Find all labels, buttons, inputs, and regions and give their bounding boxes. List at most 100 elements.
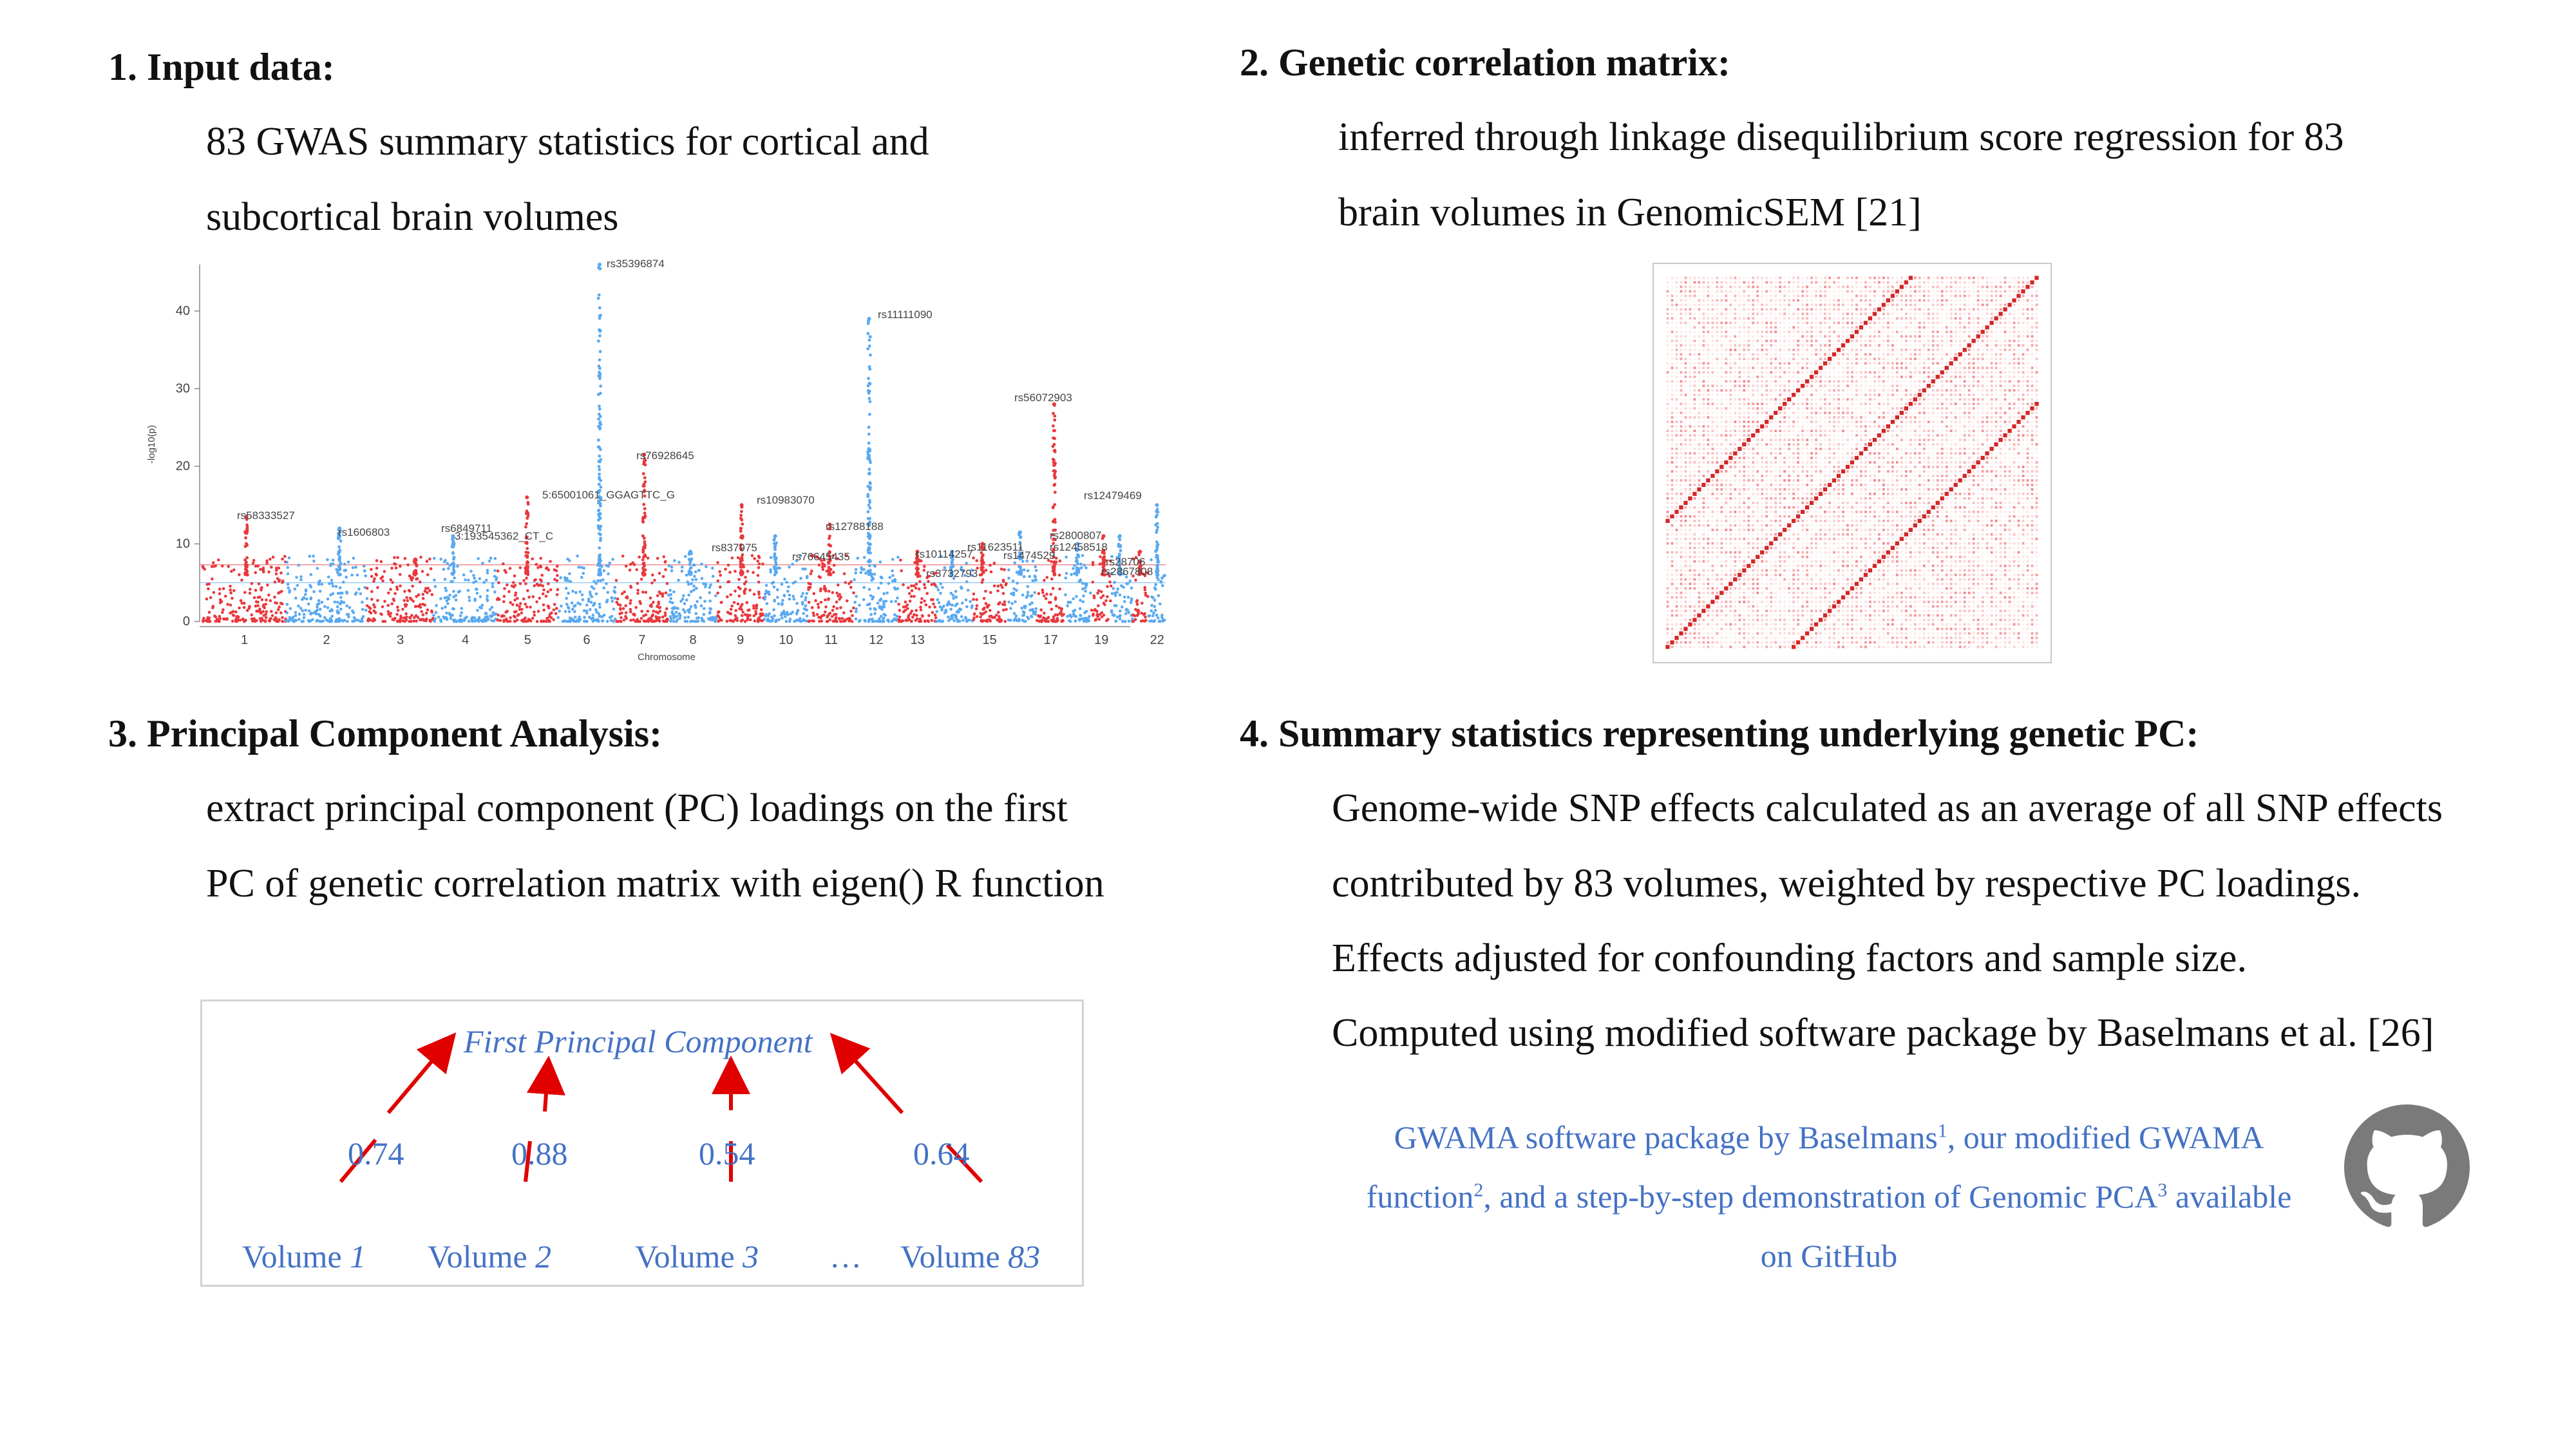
matrix-cell xyxy=(1788,285,1791,289)
manhattan-point xyxy=(473,597,477,601)
matrix-cell xyxy=(1985,330,1989,334)
manhattan-point xyxy=(317,583,321,586)
matrix-cell xyxy=(1815,281,1818,284)
manhattan-point xyxy=(1155,531,1158,535)
manhattan-point xyxy=(294,596,298,600)
manhattan-point xyxy=(365,597,369,600)
manhattan-point xyxy=(979,615,982,619)
matrix-cell xyxy=(1855,339,1858,343)
manhattan-point xyxy=(402,616,406,620)
manhattan-point xyxy=(454,594,458,597)
manhattan-point xyxy=(271,555,275,559)
matrix-cell xyxy=(1842,330,1844,334)
manhattan-point xyxy=(611,600,614,603)
matrix-cell xyxy=(1779,281,1782,284)
manhattan-points xyxy=(201,262,1166,623)
matrix-cell xyxy=(1675,335,1678,338)
manhattan-point xyxy=(777,602,781,605)
manhattan-point xyxy=(695,587,698,590)
manhattan-point xyxy=(571,589,574,593)
matrix-cell xyxy=(1922,285,1926,289)
manhattan-point xyxy=(342,580,345,584)
matrix-cell xyxy=(2003,303,2007,307)
manhattan-point xyxy=(739,513,743,517)
matrix-cell xyxy=(1815,344,1818,347)
manhattan-point xyxy=(989,570,993,574)
matrix-cell xyxy=(1994,308,1998,311)
manhattan-point xyxy=(597,562,600,565)
matrix-cell xyxy=(1842,326,1844,329)
manhattan-point xyxy=(1001,580,1005,583)
manhattan-point xyxy=(467,578,470,582)
manhattan-point xyxy=(891,569,894,573)
manhattan-point xyxy=(868,367,872,371)
matrix-cell xyxy=(1833,312,1835,316)
matrix-cell xyxy=(1895,299,1899,302)
matrix-cell xyxy=(1675,312,1678,316)
manhattan-point xyxy=(856,556,860,560)
manhattan-point xyxy=(502,614,506,618)
matrix-cell xyxy=(1671,357,1674,361)
matrix-cell xyxy=(1801,285,1804,289)
manhattan-point xyxy=(767,590,771,594)
manhattan-point xyxy=(402,599,406,602)
matrix-cell xyxy=(1716,335,1719,338)
manhattan-point xyxy=(866,484,870,488)
manhattan-point xyxy=(661,615,665,619)
matrix-cell xyxy=(1797,294,1800,298)
matrix-cell xyxy=(1904,308,1908,311)
manhattan-point xyxy=(739,605,743,609)
matrix-cell xyxy=(1693,357,1696,361)
manhattan-point xyxy=(935,610,939,613)
matrix-cell xyxy=(1931,362,1935,365)
manhattan-point xyxy=(509,601,512,604)
manhattan-point xyxy=(807,601,811,604)
matrix-cell xyxy=(1863,321,1868,325)
manhattan-point xyxy=(432,556,436,560)
matrix-cell xyxy=(1725,294,1728,298)
matrix-cell xyxy=(1949,281,1953,284)
manhattan-point xyxy=(989,609,992,612)
manhattan-point xyxy=(745,601,749,604)
manhattan-point xyxy=(365,604,369,607)
matrix-cell xyxy=(1981,312,1984,316)
manhattan-point xyxy=(820,614,824,618)
manhattan-point xyxy=(1130,586,1133,590)
matrix-cell xyxy=(1788,344,1791,347)
manhattan-point xyxy=(904,609,907,612)
manhattan-point xyxy=(613,618,617,621)
matrix-cell xyxy=(1810,344,1814,347)
manhattan-point xyxy=(643,480,647,484)
manhattan-point xyxy=(945,610,948,613)
manhattan-point xyxy=(1135,609,1139,612)
matrix-cell xyxy=(2031,353,2034,356)
manhattan-point xyxy=(1053,476,1057,480)
manhattan-point xyxy=(912,584,916,587)
matrix-cell xyxy=(1846,312,1849,316)
manhattan-point xyxy=(1024,620,1027,623)
manhattan-point xyxy=(486,589,489,592)
manhattan-point xyxy=(599,448,602,451)
matrix-cell xyxy=(1680,362,1683,365)
matrix-cell xyxy=(2012,348,2016,352)
manhattan-point xyxy=(407,589,411,592)
matrix-cell xyxy=(1779,353,1782,356)
matrix-cell xyxy=(1806,317,1809,320)
matrix-cell xyxy=(2008,348,2011,352)
matrix-cell xyxy=(1752,353,1755,356)
manhattan-point xyxy=(301,620,304,623)
matrix-cell xyxy=(1855,285,1858,289)
manhattan-point xyxy=(635,568,638,571)
manhattan-point xyxy=(205,597,209,601)
matrix-cell xyxy=(1913,357,1917,361)
manhattan-point xyxy=(410,578,413,582)
manhattan-point xyxy=(493,569,497,573)
manhattan-point xyxy=(624,611,628,614)
manhattan-point xyxy=(951,593,955,597)
matrix-cell xyxy=(1918,362,1921,365)
matrix-cell xyxy=(1913,326,1917,329)
manhattan-point xyxy=(764,612,768,616)
manhattan-point xyxy=(288,591,291,594)
manhattan-point xyxy=(830,614,834,618)
manhattan-point xyxy=(553,603,556,606)
